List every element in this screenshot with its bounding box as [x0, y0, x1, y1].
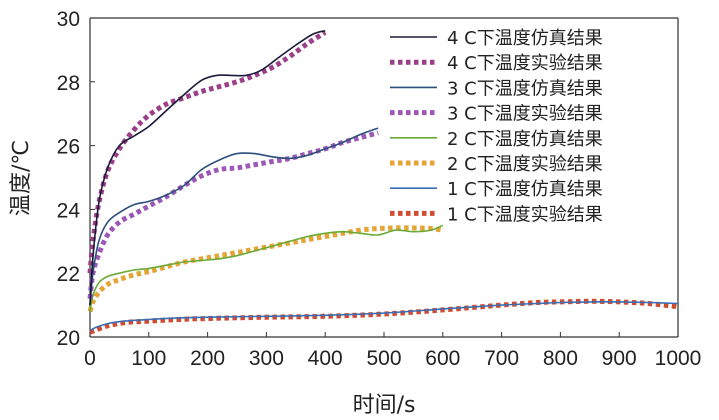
x-tick-label: 400	[308, 347, 343, 370]
y-tick-label: 22	[57, 263, 80, 286]
legend-label-5: 2 C下温度实验结果	[447, 154, 603, 175]
legend-label-3: 3 C下温度实验结果	[447, 104, 603, 125]
legend-label-6: 1 C下温度仿真结果	[447, 179, 603, 200]
series-line-4	[89, 224, 444, 312]
series-line-6	[89, 301, 679, 332]
x-tick-label: 0	[84, 347, 96, 370]
x-axis-title: 时间/s	[353, 393, 416, 418]
x-tick-label: 800	[543, 347, 578, 370]
y-tick-label: 20	[57, 327, 80, 350]
series-line-2	[89, 127, 379, 306]
plot-frame	[89, 17, 679, 338]
x-tick-label: 700	[484, 347, 519, 370]
y-tick-label: 28	[57, 72, 80, 95]
y-tick-label: 26	[57, 136, 80, 159]
y-axis-title: 温度/℃	[9, 140, 34, 216]
y-ticks: 20 22 24 26 28 30	[57, 8, 95, 350]
series-line-7	[89, 298, 679, 335]
y-tick-label: 30	[57, 8, 80, 31]
x-tick-label: 500	[366, 347, 401, 370]
y-tick-label: 24	[57, 199, 81, 222]
series-line-0	[89, 30, 326, 306]
x-tick-label: 200	[190, 347, 225, 370]
series-layer	[87, 30, 679, 335]
x-tick-label: 300	[249, 347, 284, 370]
legend: 4 C下温度仿真结果 4 C下温度实验结果 3 C下温度仿真结果 3 C下温度实验结果…	[390, 28, 603, 225]
legend-label-2: 3 C下温度仿真结果	[447, 78, 603, 99]
x-tick-label: 900	[602, 347, 637, 370]
x-tick-label: 100	[131, 347, 166, 370]
x-tick-label: 1000	[655, 347, 702, 370]
legend-label-0: 4 C下温度仿真结果	[447, 28, 603, 49]
legend-label-4: 2 C下温度仿真结果	[447, 129, 603, 150]
x-ticks: 0 100 200 300 400 500 600 700 800 900 1000	[84, 332, 701, 370]
series-line-3	[87, 130, 379, 299]
series-line-1	[87, 30, 327, 274]
legend-label-1: 4 C下温度实验结果	[447, 53, 603, 74]
x-tick-label: 600	[425, 347, 460, 370]
legend-label-7: 1 C下温度实验结果	[447, 204, 603, 225]
